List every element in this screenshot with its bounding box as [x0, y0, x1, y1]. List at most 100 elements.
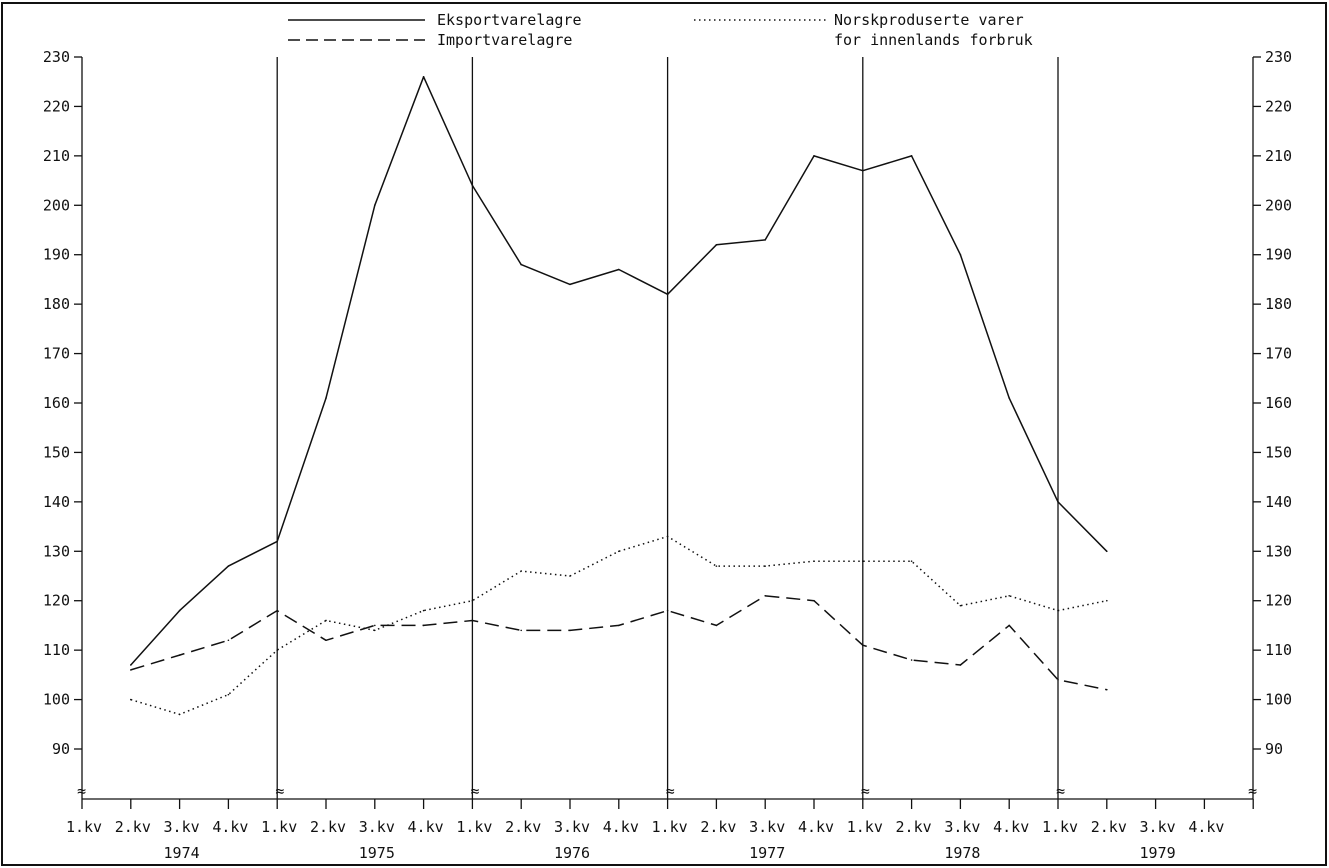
quarter-label: 3.kv — [164, 818, 200, 836]
year-label: 1975 — [359, 844, 395, 862]
axis-break-marker: ≈ — [666, 782, 675, 800]
data-point-solid — [374, 204, 376, 207]
quarter-label: 2.kv — [505, 818, 541, 836]
quarter-label: 2.kv — [896, 818, 932, 836]
quarter-label: 4.kv — [993, 818, 1029, 836]
data-point-dotted — [178, 713, 181, 716]
axis-break-marker: ≈ — [275, 782, 284, 800]
data-point-dotted — [130, 698, 132, 701]
data-point-solid — [959, 253, 962, 256]
data-point-solid — [325, 397, 327, 399]
data-point-dotted — [764, 565, 766, 567]
data-point-dashed — [1008, 624, 1010, 627]
right-tick-label: 110 — [1265, 641, 1292, 659]
quarter-label: 4.kv — [798, 818, 834, 836]
quarter-label: 3.kv — [554, 818, 590, 836]
data-point-dotted — [227, 693, 230, 696]
right-tick-label: 220 — [1265, 97, 1292, 115]
axis-break-marker: ≈ — [470, 782, 479, 800]
left-tick-label: 120 — [43, 592, 70, 610]
data-point-dashed — [520, 629, 522, 632]
data-point-dashed — [276, 609, 279, 612]
data-point-dashed — [471, 619, 474, 622]
data-point-dotted — [618, 550, 620, 553]
right-tick-label: 210 — [1265, 147, 1292, 165]
left-tick-label: 200 — [43, 196, 70, 214]
data-point-solid — [1057, 501, 1059, 503]
data-point-dashed — [569, 629, 571, 632]
data-point-dotted — [666, 535, 669, 538]
left-tick-label: 220 — [43, 97, 70, 115]
x-axis: 1.kv 2.kv 3.kv 4.kv 1.kv 2.kv 3.kv 4.kv 1.kv 2.kv… — [66, 798, 1254, 862]
data-point-dashed — [422, 624, 425, 627]
quarter-label: 2.kv — [1091, 818, 1127, 836]
quarter-label: 4.kv — [1188, 818, 1224, 836]
data-point-solid — [227, 565, 230, 567]
data-point-dotted — [813, 560, 815, 562]
legend-label-eksport: Eksportvarelagre — [437, 11, 582, 29]
data-point-solid — [813, 155, 815, 157]
data-point-solid — [862, 169, 864, 172]
data-point-dashed — [862, 644, 864, 646]
axis-break-marker: ≈ — [861, 782, 870, 800]
axis-break-marker: ≈ — [77, 782, 86, 800]
quarter-label: 1.kv — [847, 818, 883, 836]
data-point-dotted — [1008, 594, 1010, 597]
data-point-dashed — [1106, 688, 1108, 691]
axis-break-marker: ≈ — [1056, 782, 1065, 800]
right-tick-label: 90 — [1265, 740, 1283, 758]
quarter-label: 3.kv — [749, 818, 785, 836]
left-tick-label: 160 — [43, 394, 70, 412]
right-tick-label: 100 — [1265, 691, 1292, 709]
left-tick-label: 140 — [43, 493, 70, 511]
right-tick-label: 180 — [1265, 295, 1292, 313]
data-point-solid — [715, 244, 718, 246]
data-point-dotted — [471, 599, 474, 602]
right-tick-label: 160 — [1265, 394, 1292, 412]
left-tick-label: 100 — [43, 691, 70, 709]
data-point-dotted — [715, 565, 718, 567]
data-point-dotted — [276, 649, 279, 651]
left-tick-label: 90 — [52, 740, 70, 758]
data-point-dotted — [569, 575, 571, 577]
quarter-label: 3.kv — [359, 818, 395, 836]
quarter-label: 1.kv — [652, 818, 688, 836]
data-point-dotted — [374, 629, 376, 632]
year-label: 1979 — [1140, 844, 1176, 862]
axis-break-marker: ≈ — [1248, 782, 1257, 800]
quarter-label: 1.kv — [261, 818, 297, 836]
left-tick-label: 210 — [43, 147, 70, 165]
data-point-dashed — [813, 599, 815, 602]
data-point-dashed — [715, 624, 718, 627]
quarter-label: 1.kv — [456, 818, 492, 836]
data-point-solid — [569, 283, 571, 286]
year-label: 1974 — [164, 844, 200, 862]
data-point-solid — [178, 609, 181, 612]
right-y-axis: 90 100 110 120 130 140 150 160 170 180 190 200 210 22… — [1248, 48, 1292, 800]
right-tick-label: 130 — [1265, 542, 1292, 560]
data-point-solid — [130, 664, 132, 666]
quarter-label: 4.kv — [603, 818, 639, 836]
data-point-dashed — [618, 624, 620, 627]
left-tick-label: 110 — [43, 641, 70, 659]
left-tick-label: 230 — [43, 48, 70, 66]
left-y-axis: 90 100 110 120 130 140 150 160 170 180 190 200 210 22… — [43, 48, 86, 800]
legend: Eksportvarelagre Importvarelagre Norskpr… — [288, 11, 1033, 49]
data-point-solid — [1008, 397, 1010, 399]
legend-label-norsk-line2: for innenlands forbruk — [834, 31, 1033, 49]
legend-label-norsk-line1: Norskproduserte varer — [834, 11, 1024, 29]
year-label: 1976 — [554, 844, 590, 862]
data-point-solid — [276, 540, 279, 543]
data-point-dashed — [910, 659, 913, 661]
right-tick-label: 200 — [1265, 196, 1292, 214]
data-point-solid — [422, 75, 425, 78]
data-point-dashed — [959, 664, 962, 666]
data-point-dashed — [666, 609, 669, 612]
left-tick-label: 150 — [43, 443, 70, 461]
quarter-label: 1.kv — [66, 818, 102, 836]
data-point-solid — [471, 184, 474, 187]
quarter-label: 1.kv — [1042, 818, 1078, 836]
data-point-dotted — [862, 560, 864, 562]
